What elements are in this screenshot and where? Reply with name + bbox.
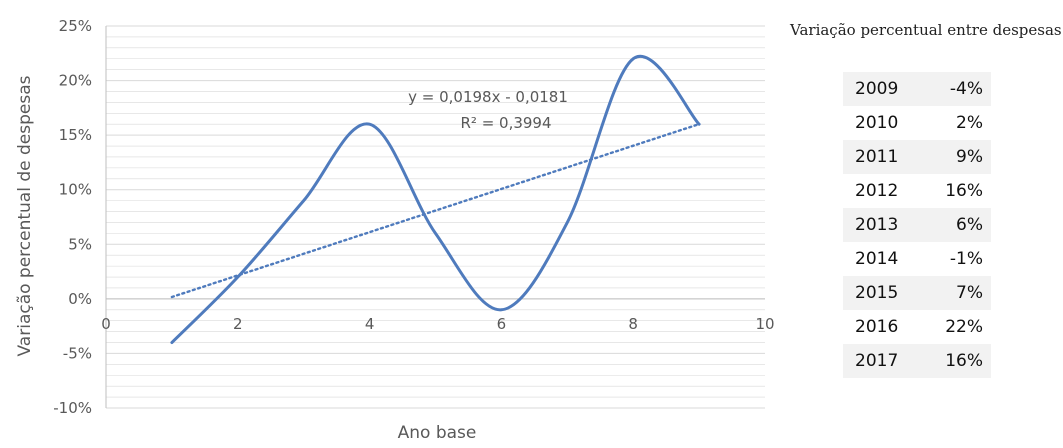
table-cell-percent: 9% xyxy=(923,140,991,174)
table-cell-percent: 2% xyxy=(956,113,983,133)
table-cell-percent: -4% xyxy=(923,72,991,106)
data-point xyxy=(368,123,371,126)
data-point xyxy=(170,341,173,344)
table-cell-year: 2011 xyxy=(843,140,924,174)
table-row: 2016 22% xyxy=(843,310,991,344)
table-cell-year: 2014 xyxy=(855,249,899,269)
table-cell-year: 2015 xyxy=(843,276,924,310)
x-tick-label: 2 xyxy=(233,315,243,333)
data-point xyxy=(566,221,569,224)
y-tick-label: 20% xyxy=(59,72,92,90)
data-point xyxy=(434,232,437,235)
data-point xyxy=(500,308,503,311)
data-point xyxy=(302,199,305,202)
percent-table: 2009 -4% 2010 2% 2011 9% 2012 16% 2013 6% 2014 -1% 2… xyxy=(843,72,991,378)
y-tick-label: 15% xyxy=(59,126,92,144)
table-cell-year: 2009 xyxy=(843,72,924,106)
y-tick-label: 10% xyxy=(59,181,92,199)
x-tick-label: 0 xyxy=(101,315,111,333)
y-tick-label: -10% xyxy=(53,399,92,417)
data-point xyxy=(632,57,635,60)
table-row: 2010 2% xyxy=(843,106,991,140)
trendline-equation-label: y = 0,0198x - 0,0181 xyxy=(408,88,568,106)
table-row: 2017 16% xyxy=(843,344,991,378)
trendline xyxy=(170,122,701,299)
data-point xyxy=(698,123,701,126)
series-line xyxy=(170,54,701,345)
x-tick-label: 4 xyxy=(365,315,375,333)
table-row: 2012 16% xyxy=(843,174,991,208)
table-cell-year: 2012 xyxy=(855,181,899,201)
chart-area: 25% 20% 15% 10% 5% 0% -5% -10% 0 2 4 6 8 10 y = 0,019… xyxy=(15,17,775,443)
y-axis-title: Variação percentual de despesas xyxy=(15,75,35,356)
table-cell-percent: 22% xyxy=(945,317,983,337)
table-cell-percent: 6% xyxy=(923,208,991,242)
table-cell-percent: 7% xyxy=(923,276,991,310)
table-cell-percent: 16% xyxy=(923,344,991,378)
table-cell-percent: 16% xyxy=(945,181,983,201)
gridlines xyxy=(106,25,765,409)
y-tick-label: 0% xyxy=(68,290,92,308)
series-group xyxy=(170,54,701,345)
trendline-r2-label: R² = 0,3994 xyxy=(460,114,551,132)
x-tick-label: 10 xyxy=(755,315,774,333)
data-point xyxy=(236,276,239,279)
x-axis-title: Ano base xyxy=(398,423,477,443)
table-row: 2011 9% xyxy=(843,140,991,174)
x-tick-label: 8 xyxy=(628,315,638,333)
y-tick-label: 5% xyxy=(68,235,92,253)
x-tick-label: 6 xyxy=(497,315,507,333)
table-cell-year: 2017 xyxy=(843,344,924,378)
tick-labels: 25% 20% 15% 10% 5% 0% -5% -10% 0 2 4 6 8 10 xyxy=(53,17,774,417)
trendline-annotation: y = 0,0198x - 0,0181 R² = 0,3994 xyxy=(408,88,568,132)
table-row: 2009 -4% xyxy=(843,72,991,106)
y-tick-label: -5% xyxy=(63,344,92,362)
y-tick-label: 25% xyxy=(59,17,92,35)
table-title: Variação percentual entre despesas xyxy=(790,21,1062,39)
table-cell-percent: -1% xyxy=(949,249,983,269)
table-cell-year: 2013 xyxy=(843,208,924,242)
table-row: 2015 7% xyxy=(843,276,991,310)
axes xyxy=(105,26,765,408)
table-row: 2014 -1% xyxy=(843,242,991,276)
table-cell-year: 2010 xyxy=(855,113,899,133)
table-row: 2013 6% xyxy=(843,208,991,242)
table-cell-year: 2016 xyxy=(855,317,899,337)
